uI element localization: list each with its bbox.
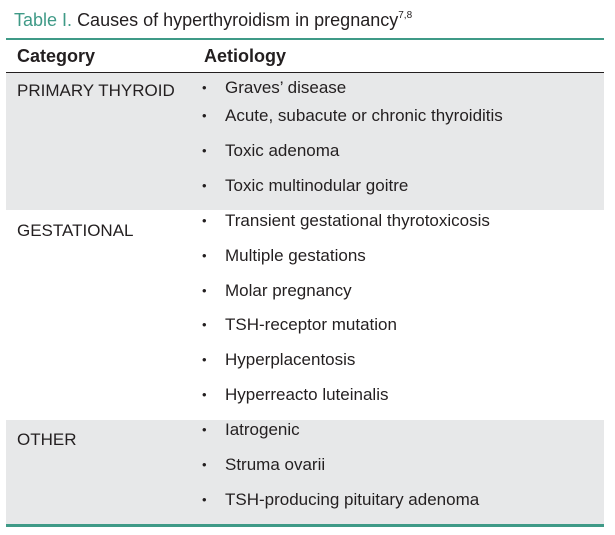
table-row-group: GESTATIONAL • Transient gestational thyr…	[6, 210, 604, 420]
bullet-icon: •	[202, 143, 207, 158]
bullet-icon: •	[202, 492, 207, 507]
table-bottom-rule	[6, 524, 604, 527]
header-category: Category	[17, 46, 96, 66]
aetiology-item: TSH-receptor mutation	[225, 315, 397, 334]
aetiology-item: Multiple gestations	[225, 246, 366, 265]
table-row-group: PRIMARY THYROID • Graves’ disease • Acut…	[6, 73, 604, 210]
category-cell: OTHER	[17, 430, 77, 449]
aetiology-item: Acute, subacute or chronic thyroiditis	[225, 106, 503, 125]
table-label: Table I.	[14, 10, 73, 30]
bullet-icon: •	[202, 422, 207, 437]
bullet-icon: •	[202, 213, 207, 228]
category-cell: PRIMARY THYROID	[17, 81, 175, 100]
table-row-group: OTHER • Iatrogenic • Struma ovarii • TSH…	[6, 420, 604, 524]
aetiology-item: Transient gestational thyrotoxicosis	[225, 211, 490, 230]
aetiology-item: TSH-producing pituitary adenoma	[225, 490, 480, 509]
bullet-icon: •	[202, 178, 207, 193]
bullet-icon: •	[202, 317, 207, 332]
bullet-icon: •	[202, 283, 207, 298]
bullet-icon: •	[202, 387, 207, 402]
table-caption: Table I. Causes of hyperthyroidism in pr…	[14, 9, 412, 31]
bullet-icon: •	[202, 352, 207, 367]
aetiology-item: Toxic multinodular goitre	[225, 176, 409, 195]
header-aetiology: Aetiology	[204, 46, 287, 66]
bullet-icon: •	[202, 248, 207, 263]
category-cell: GESTATIONAL	[17, 221, 134, 240]
aetiology-item: Struma ovarii	[225, 455, 326, 474]
aetiology-item: Toxic adenoma	[225, 141, 340, 160]
aetiology-item: Hyperreacto luteinalis	[225, 385, 389, 404]
bullet-icon: •	[202, 457, 207, 472]
table-title: Causes of hyperthyroidism in pregnancy	[77, 10, 399, 30]
table-top-rule	[6, 38, 604, 40]
reference-superscript: 7,8	[398, 10, 413, 21]
table-header: Category Aetiology	[6, 40, 604, 73]
bullet-icon: •	[202, 108, 207, 123]
aetiology-item: Hyperplacentosis	[225, 350, 356, 369]
aetiology-item: Iatrogenic	[225, 420, 300, 439]
aetiology-item: Molar pregnancy	[225, 281, 352, 300]
aetiology-item: Graves’ disease	[225, 78, 347, 97]
bullet-icon: •	[202, 80, 207, 95]
